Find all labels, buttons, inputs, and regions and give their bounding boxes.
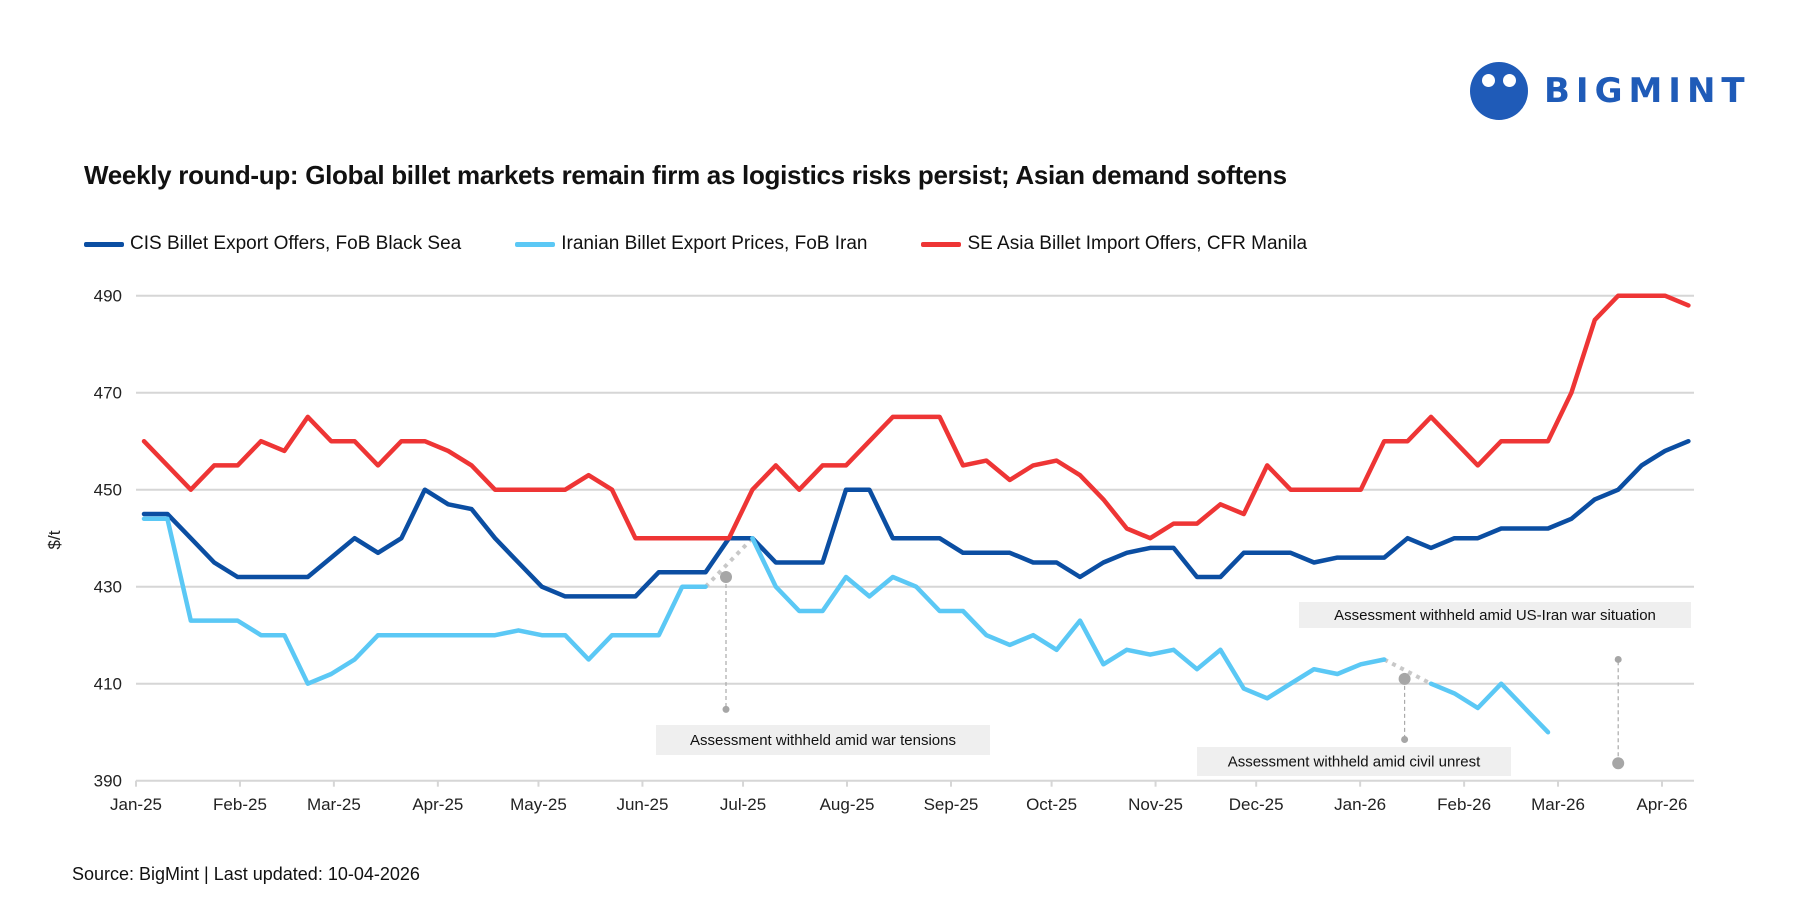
annotation-box xyxy=(1299,602,1691,628)
y-tick-label: 410 xyxy=(94,675,122,694)
legend-label: Iranian Billet Export Prices, FoB Iran xyxy=(561,233,868,254)
x-tick-label: Jun-25 xyxy=(616,795,668,814)
x-tick-label: Oct-25 xyxy=(1026,795,1077,814)
gap-connector xyxy=(704,536,754,589)
legend-item-cis: CIS Billet Export Offers, FoB Black Sea xyxy=(84,233,461,255)
x-tick-label: Sep-25 xyxy=(924,795,979,814)
x-tick-label: Jul-25 xyxy=(720,795,766,814)
legend: CIS Billet Export Offers, FoB Black Sea … xyxy=(84,233,1361,255)
y-tick-label: 470 xyxy=(94,384,122,403)
logo-mark-icon xyxy=(1470,62,1528,120)
x-tick-label: Mar-25 xyxy=(307,795,361,814)
legend-swatch xyxy=(515,241,556,247)
x-tick-label: Dec-25 xyxy=(1229,795,1284,814)
x-tick-label: Mar-26 xyxy=(1531,795,1585,814)
annotation-dot xyxy=(1612,757,1625,770)
annotation-dot xyxy=(720,571,732,583)
annotation-dot-small xyxy=(1401,735,1409,743)
annotation-text: Assessment withheld amid war tensions xyxy=(690,732,956,749)
legend-swatch xyxy=(84,241,124,247)
annotation-dot-small xyxy=(722,705,730,713)
chart-title: Weekly round-up: Global billet markets r… xyxy=(84,160,1287,190)
logo-text: BIGMINT xyxy=(1544,71,1751,111)
x-tick-label: Feb-25 xyxy=(213,795,267,814)
y-tick-label: 490 xyxy=(94,287,122,306)
annotation-text: Assessment withheld amid civil unrest xyxy=(1228,754,1481,771)
x-tick-label: Nov-25 xyxy=(1128,795,1183,814)
x-tick-label: Jan-26 xyxy=(1334,795,1386,814)
legend-label: SE Asia Billet Import Offers, CFR Manila xyxy=(967,233,1308,254)
annotation-dot xyxy=(1398,672,1411,685)
legend-item-iran: Iranian Billet Export Prices, FoB Iran xyxy=(515,233,867,255)
y-axis-label: $/t xyxy=(45,530,64,549)
legend-swatch xyxy=(921,241,962,247)
annotation-text: Assessment withheld amid US-Iran war sit… xyxy=(1334,607,1656,624)
annotation-box xyxy=(1197,747,1511,776)
legend-item-sea: SE Asia Billet Import Offers, CFR Manila xyxy=(921,233,1307,255)
y-tick-label: 390 xyxy=(94,772,122,791)
x-tick-label: Aug-25 xyxy=(820,795,875,814)
x-tick-label: Apr-26 xyxy=(1636,795,1687,814)
x-tick-label: Jan-25 xyxy=(110,795,162,814)
legend-label: CIS Billet Export Offers, FoB Black Sea xyxy=(130,233,462,254)
y-tick-label: 430 xyxy=(94,578,122,597)
annotation-dot-small xyxy=(1614,655,1622,663)
x-tick-label: Feb-26 xyxy=(1437,795,1491,814)
annotation-box xyxy=(656,725,990,755)
bigmint-logo: BIGMINT xyxy=(1470,62,1751,120)
y-tick-label: 450 xyxy=(94,481,122,500)
x-tick-label: Apr-25 xyxy=(412,795,463,814)
x-tick-label: May-25 xyxy=(510,795,567,814)
source-note: Source: BigMint | Last updated: 10-04-20… xyxy=(72,864,420,884)
